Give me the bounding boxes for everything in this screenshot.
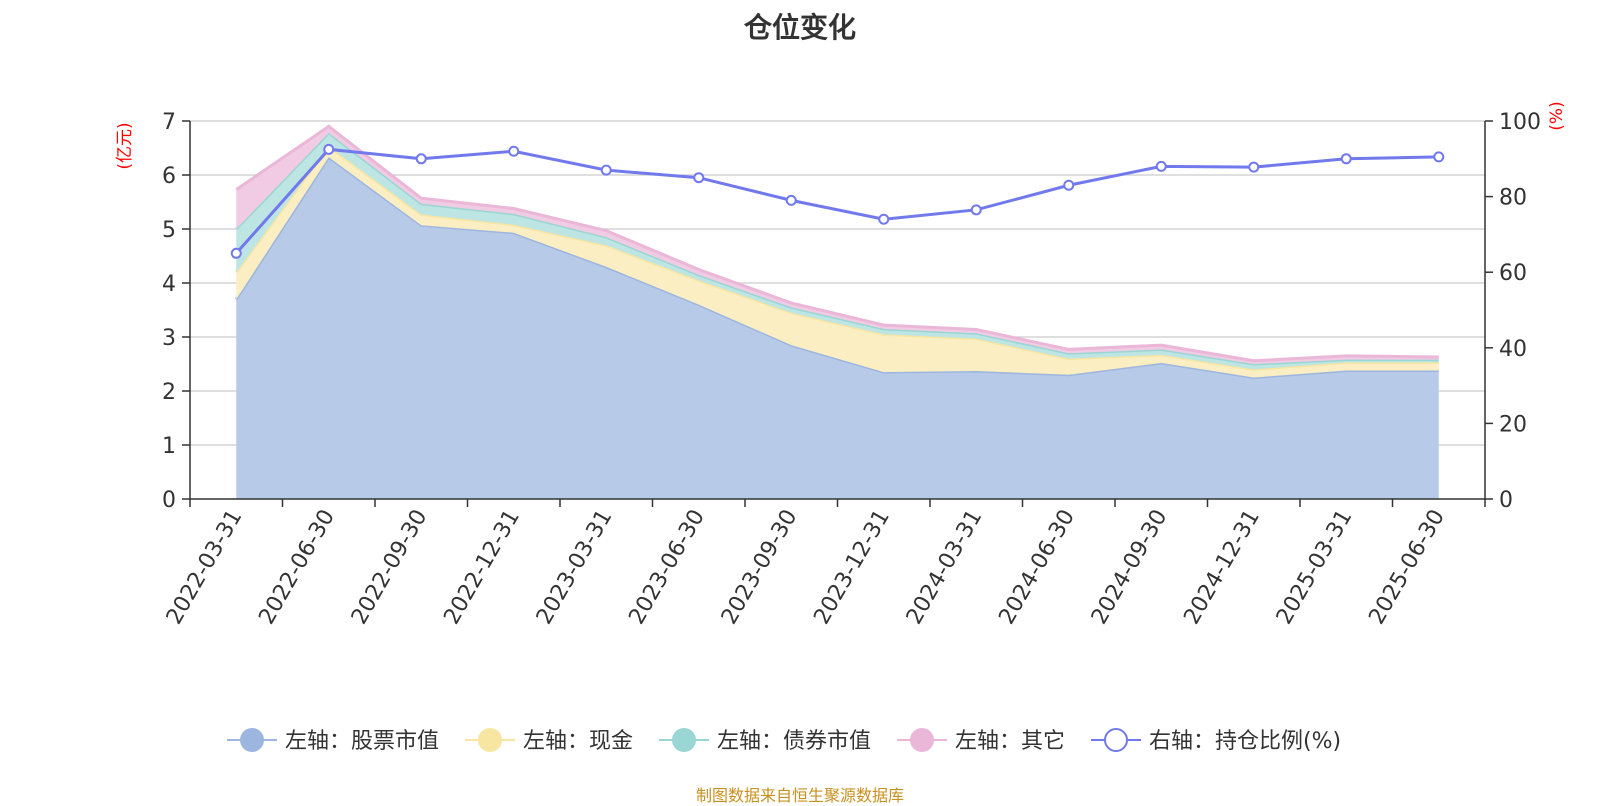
- ratio-point: [1155, 160, 1167, 172]
- left-tick-label: 5: [162, 218, 176, 243]
- ratio-point: [693, 172, 705, 184]
- x-tick-label: 2023-09-30: [717, 506, 803, 629]
- x-tick-label: 2023-12-31: [809, 506, 895, 629]
- ratio-point: [1433, 151, 1445, 163]
- left-tick-label: 1: [162, 434, 176, 459]
- legend-item: 左轴：债券市值: [659, 728, 871, 754]
- right-tick-label: 60: [1499, 261, 1527, 286]
- x-tick-label: 2025-03-31: [1272, 506, 1358, 629]
- ratio-point: [508, 145, 520, 157]
- stacked-areas: [234, 124, 1439, 499]
- x-tick-label: 2024-12-31: [1179, 506, 1265, 629]
- left-tick-label: 3: [162, 326, 176, 351]
- right-axis-unit-label: (%): [1547, 101, 1567, 130]
- legend-marker: [240, 728, 264, 752]
- ratio-point: [970, 204, 982, 216]
- right-tick-label: 20: [1499, 412, 1527, 437]
- x-tick-label: 2024-03-31: [902, 506, 988, 629]
- legend-item: 左轴：股票市值: [227, 728, 439, 754]
- x-tick-label: 2022-03-31: [162, 506, 248, 629]
- left-tick-label: 4: [162, 272, 176, 297]
- legend-label: 右轴：持仓比例(%): [1149, 729, 1341, 754]
- ratio-point: [323, 143, 335, 155]
- legend-marker: [910, 728, 934, 752]
- right-tick-label: 0: [1499, 488, 1513, 513]
- area-左轴：债券市值: [236, 132, 1439, 370]
- left-tick-label: 0: [162, 488, 176, 513]
- legend-marker: [672, 728, 696, 752]
- ratio-point: [230, 247, 242, 259]
- ratio-point: [1248, 161, 1260, 173]
- area-edge-左轴：其它: [235, 124, 1439, 363]
- legend-label: 左轴：现金: [523, 729, 633, 754]
- legend-label: 左轴：股票市值: [285, 729, 439, 754]
- legend-item: 左轴：现金: [465, 728, 633, 754]
- ratio-point: [1063, 179, 1075, 191]
- ratio-point: [1340, 153, 1352, 165]
- area-左轴：现金: [236, 146, 1439, 378]
- ratio-point: [415, 153, 427, 165]
- x-tick-label: 2022-06-30: [254, 506, 340, 629]
- x-tick-label: 2022-09-30: [347, 506, 433, 629]
- legend-label: 左轴：其它: [955, 729, 1065, 754]
- area-左轴：其它: [236, 126, 1439, 365]
- left-tick-label: 7: [162, 110, 176, 135]
- right-tick-label: 100: [1499, 110, 1541, 135]
- source-note: 制图数据来自恒生聚源数据库: [695, 786, 904, 805]
- x-tick-label: 2023-06-30: [624, 506, 710, 629]
- legend-label: 左轴：债券市值: [717, 729, 871, 754]
- right-tick-label: 80: [1499, 186, 1527, 211]
- left-axis-unit-label: (亿元): [115, 122, 135, 169]
- ratio-point: [878, 213, 890, 225]
- ratio-point: [600, 164, 612, 176]
- x-tick-label: 2024-09-30: [1087, 506, 1173, 629]
- legend-marker: [1104, 728, 1128, 752]
- ratio-line: [235, 147, 1439, 255]
- x-tick-label: 2022-12-31: [439, 506, 525, 629]
- legend-item: 左轴：其它: [897, 728, 1065, 754]
- legend-item: 右轴：持仓比例(%): [1091, 728, 1341, 754]
- x-tick-label: 2025-06-30: [1364, 506, 1450, 629]
- left-tick-label: 6: [162, 164, 176, 189]
- ratio-line-layer: [230, 143, 1445, 259]
- left-tick-label: 2: [162, 380, 176, 405]
- ratio-point: [785, 194, 797, 206]
- legend: 左轴：股票市值 左轴：现金 左轴：债券市值 左轴：其它 右轴：持仓比例(%): [227, 728, 1341, 754]
- right-tick-label: 40: [1499, 337, 1527, 362]
- x-tick-label: 2024-06-30: [994, 506, 1080, 629]
- chart-title: 仓位变化: [743, 11, 856, 44]
- legend-marker: [478, 728, 502, 752]
- x-tick-label: 2023-03-31: [532, 506, 618, 629]
